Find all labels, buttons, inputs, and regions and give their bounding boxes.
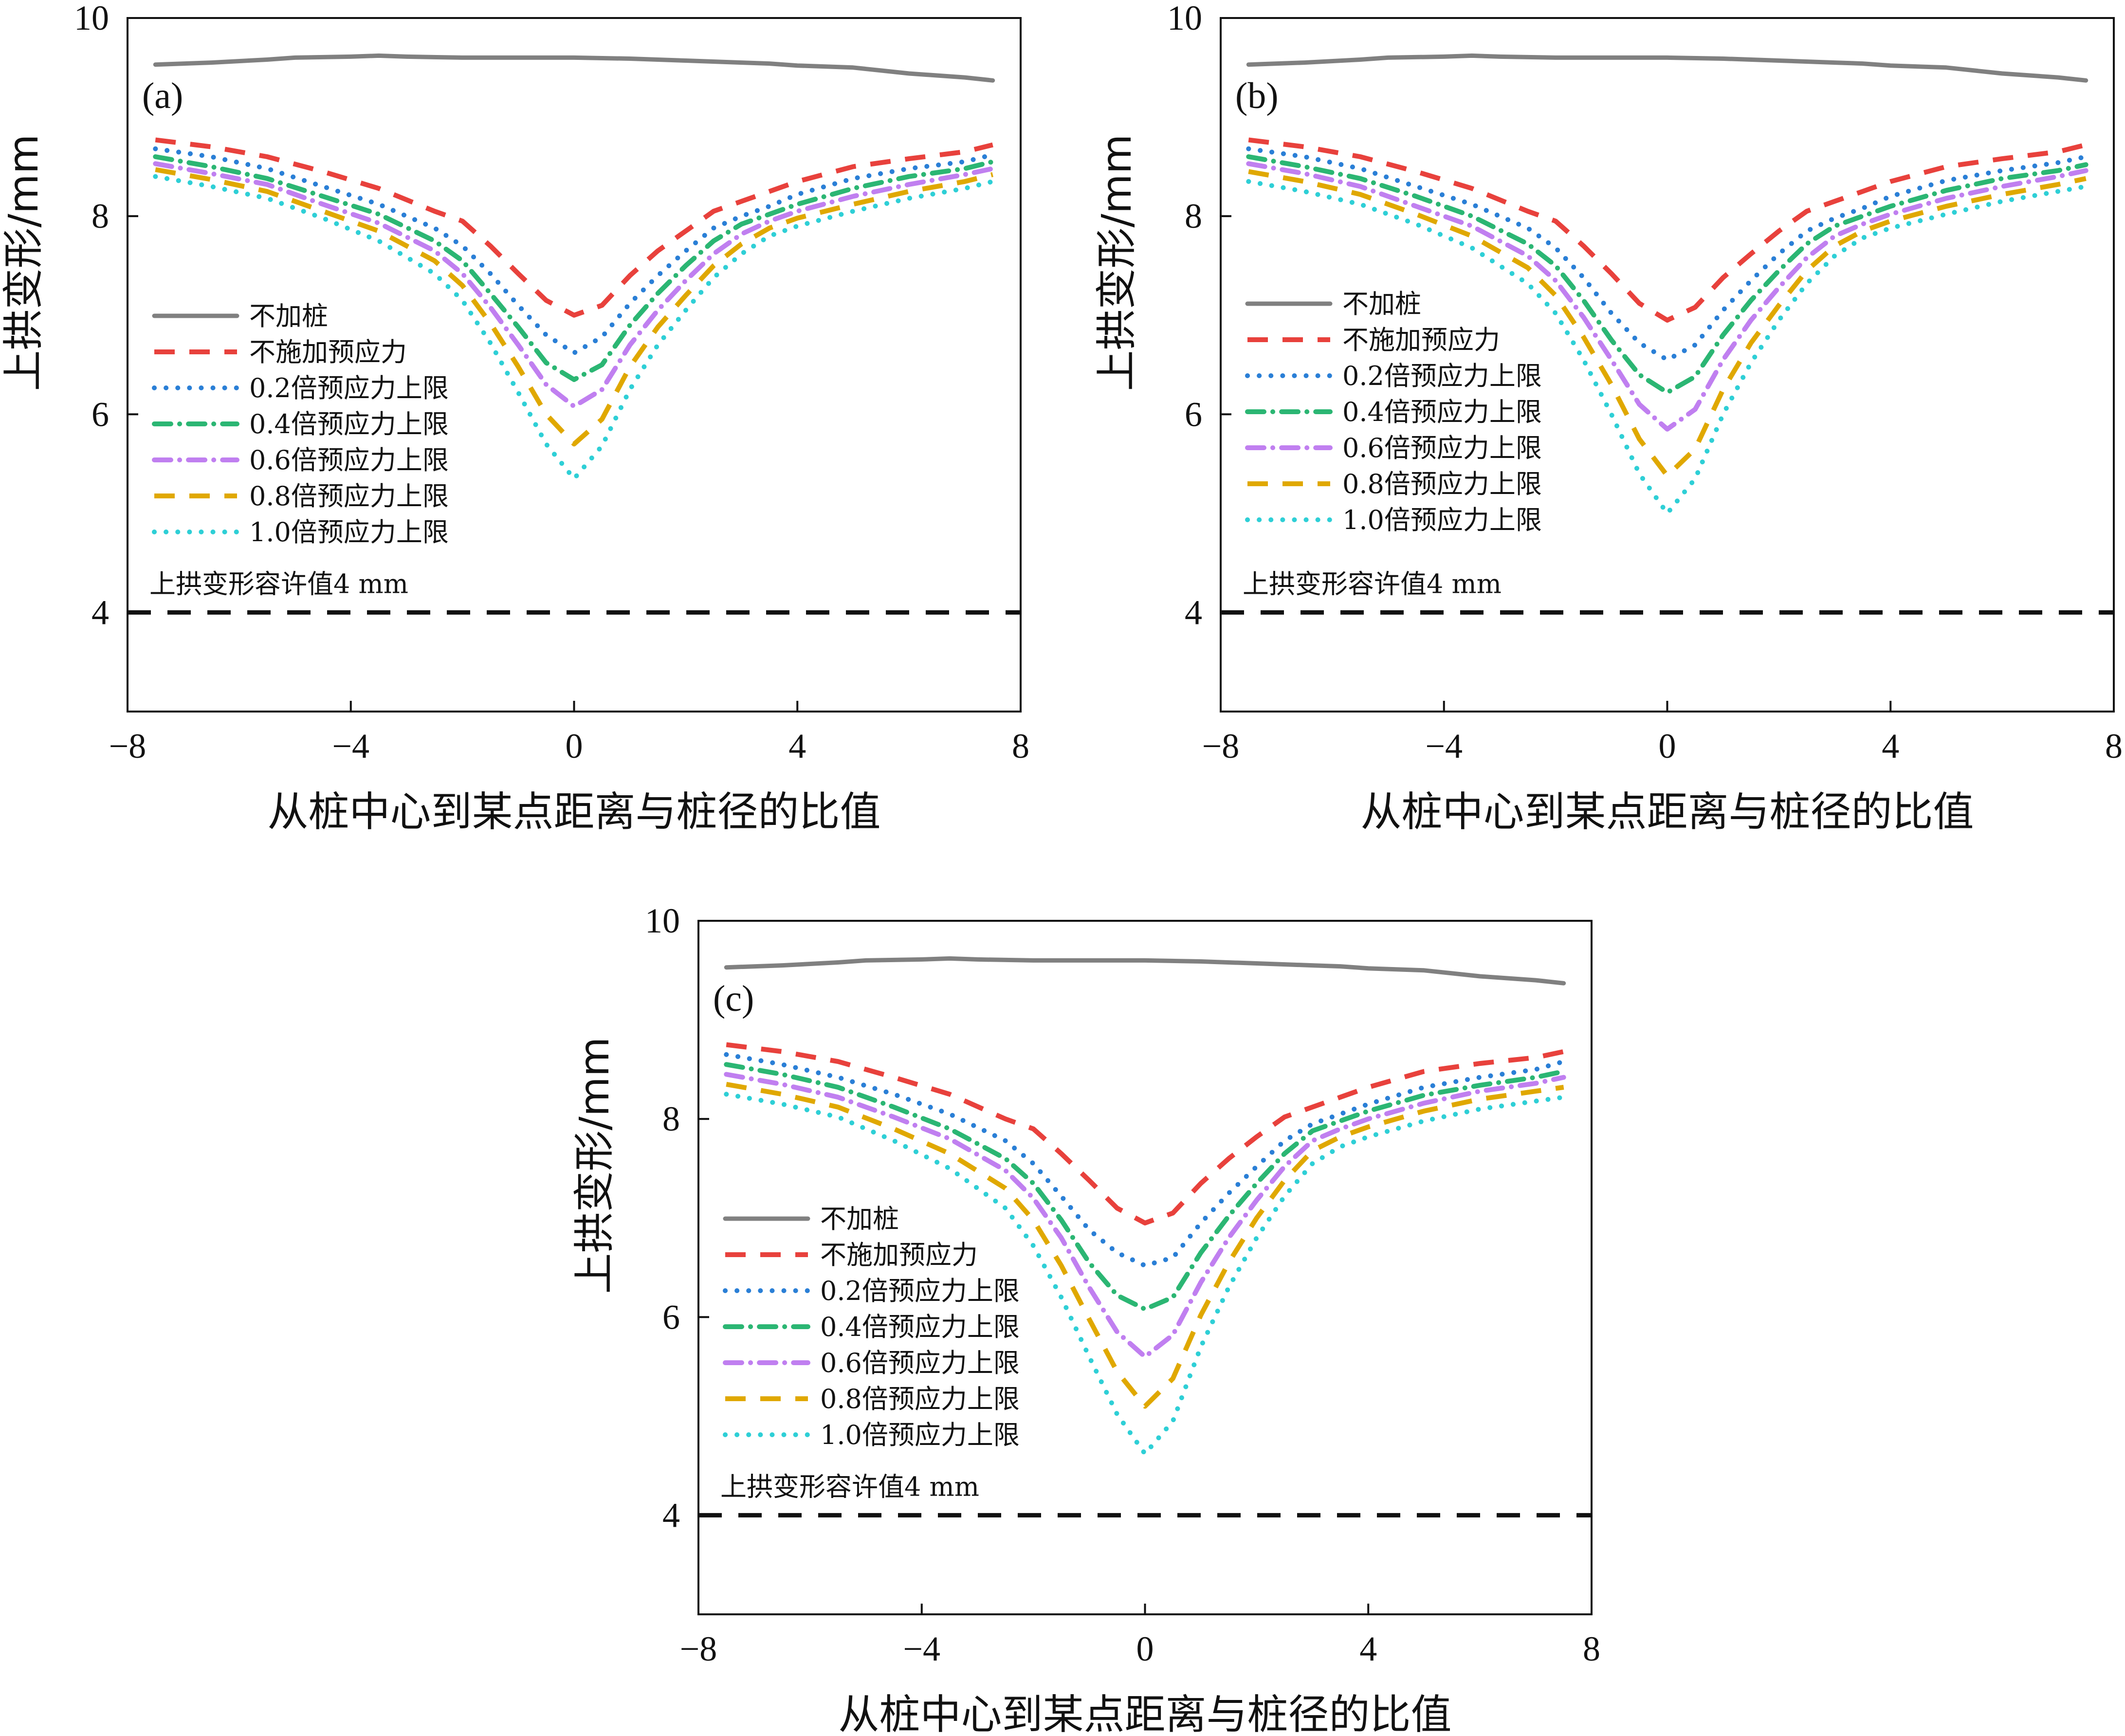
legend-label-1: 不施加预应力 — [249, 337, 407, 367]
series-line-2 — [724, 1052, 1566, 1268]
x-tick-label: 8 — [2105, 727, 2123, 766]
series-line-5 — [1248, 169, 2087, 478]
series-line-5 — [155, 167, 993, 447]
y-tick-label: 6 — [92, 395, 109, 434]
x-tick-label: 0 — [566, 727, 583, 766]
legend-label-1: 不施加预应力 — [1342, 325, 1500, 355]
y-tick-label: 10 — [1167, 0, 1202, 37]
legend-label-3: 0.4倍预应力上限 — [1342, 397, 1542, 427]
series-line-2 — [153, 146, 995, 356]
legend-label-3: 0.4倍预应力上限 — [820, 1312, 1020, 1342]
x-tick-label: 0 — [1659, 727, 1676, 766]
legend-label-6: 1.0倍预应力上限 — [1342, 505, 1542, 535]
chart-panel-2: −8 −4 0 4 8 4 6 8 10 从桩中心到某点距离与桩径的比值 上拱变形/mm 上拱变形容许… — [1093, 0, 2123, 836]
x-tick-label: 4 — [788, 727, 806, 766]
y-tick-label: 10 — [645, 901, 680, 940]
series-line-6 — [1246, 179, 2088, 516]
y-tick-label: 10 — [74, 0, 109, 37]
x-tick-label: 8 — [1012, 727, 1029, 766]
x-axis-title: 从桩中心到某点距离与桩径的比值 — [267, 788, 880, 836]
series-line-3 — [1246, 154, 2088, 395]
series-line-0 — [724, 956, 1566, 986]
legend-label-0: 不加桩 — [1342, 289, 1421, 319]
legend-label-4: 0.6倍预应力上限 — [249, 445, 449, 475]
x-tick-label: −8 — [680, 1629, 717, 1668]
x-axis-title: 从桩中心到某点距离与桩径的比值 — [838, 1691, 1451, 1736]
series-line-4 — [153, 161, 995, 409]
series-line-1 — [155, 137, 993, 318]
legend-label-5: 0.8倍预应力上限 — [1342, 469, 1542, 499]
legend-label-4: 0.6倍预应力上限 — [1342, 433, 1542, 463]
legend-label-5: 0.8倍预应力上限 — [249, 481, 449, 512]
series-line-3 — [153, 154, 995, 382]
series-line-1 — [1248, 137, 2087, 323]
x-tick-label: −8 — [1202, 727, 1240, 766]
series-line-0 — [153, 53, 995, 83]
x-tick-label: 4 — [1882, 727, 1899, 766]
x-tick-label: −8 — [109, 727, 147, 766]
legend-label-4: 0.6倍预应力上限 — [820, 1348, 1020, 1378]
y-tick-label: 8 — [92, 197, 109, 236]
chart-panel-3: −8 −4 0 4 8 4 6 8 10 从桩中心到某点距离与桩径的比值 上拱变形/mm 上拱变形容许… — [570, 901, 1600, 1736]
legend-label-2: 0.2倍预应力上限 — [820, 1276, 1020, 1306]
y-tick-label: 8 — [662, 1099, 680, 1138]
series-line-1 — [726, 1042, 1564, 1225]
x-tick-label: −4 — [332, 727, 369, 766]
panel-label: (b) — [1235, 75, 1279, 116]
y-axis-title: 上拱变形/mm — [1093, 134, 1140, 391]
y-tick-label: 6 — [1185, 395, 1202, 434]
series-line-6 — [153, 174, 995, 481]
series-line-4 — [724, 1072, 1566, 1359]
y-axis-title: 上拱变形/mm — [570, 1037, 618, 1294]
x-tick-label: −4 — [903, 1629, 940, 1668]
panel-label: (c) — [713, 978, 754, 1019]
series-line-0 — [1246, 53, 2088, 83]
series-line-2 — [1246, 146, 2088, 363]
series-line-3 — [724, 1062, 1566, 1312]
series-line-6 — [724, 1092, 1566, 1457]
legend-label-2: 0.2倍预应力上限 — [1342, 361, 1542, 391]
chart-panel-1: −8 −4 0 4 8 4 6 8 10 从桩中心到某点距离与桩径的比值 上拱变形/mm 上拱变形容许… — [0, 0, 1029, 836]
panel-label: (a) — [142, 75, 183, 116]
legend-label-5: 0.8倍预应力上限 — [820, 1384, 1020, 1414]
legend-label-1: 不施加预应力 — [820, 1240, 978, 1270]
y-tick-label: 4 — [662, 1496, 680, 1535]
series-line-4 — [1246, 161, 2088, 432]
y-tick-label: 8 — [1185, 197, 1202, 236]
legend-label-3: 0.4倍预应力上限 — [249, 409, 449, 439]
legend-label-0: 不加桩 — [249, 301, 328, 331]
x-tick-label: 8 — [1583, 1629, 1600, 1668]
y-tick-label: 4 — [1185, 593, 1202, 632]
y-tick-label: 6 — [662, 1297, 680, 1336]
y-tick-label: 4 — [92, 593, 109, 632]
threshold-label: 上拱变形容许值4 mm — [1243, 568, 1502, 599]
threshold-label: 上拱变形容许值4 mm — [720, 1471, 979, 1502]
legend-label-0: 不加桩 — [820, 1204, 899, 1234]
y-axis-title: 上拱变形/mm — [0, 134, 47, 391]
legend-label-6: 1.0倍预应力上限 — [249, 517, 449, 548]
x-tick-label: −4 — [1425, 727, 1463, 766]
legend-label-6: 1.0倍预应力上限 — [820, 1420, 1020, 1450]
x-axis-title: 从桩中心到某点距离与桩径的比值 — [1360, 788, 1974, 836]
threshold-label: 上拱变形容许值4 mm — [149, 568, 408, 599]
legend-label-2: 0.2倍预应力上限 — [249, 373, 449, 403]
series-line-5 — [726, 1081, 1564, 1409]
x-tick-label: 0 — [1136, 1629, 1154, 1668]
x-tick-label: 4 — [1359, 1629, 1377, 1668]
